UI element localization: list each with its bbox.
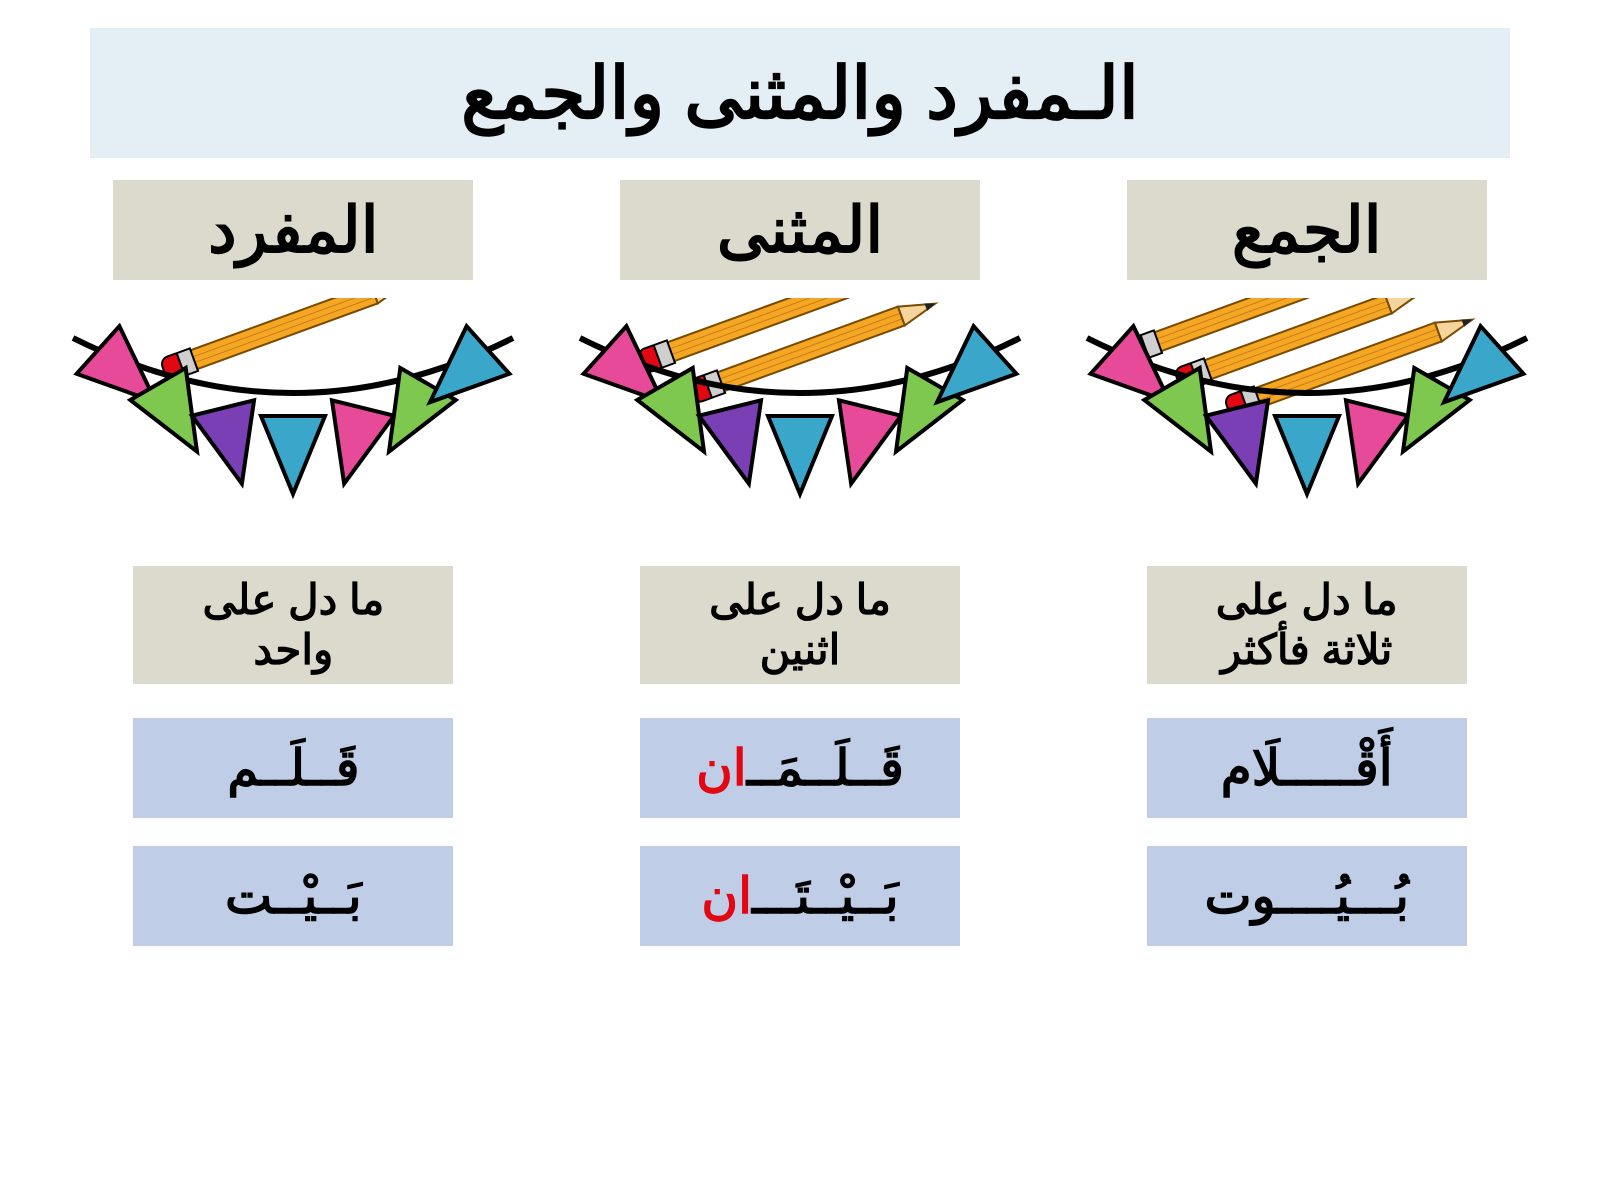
example-suffix: ان (701, 867, 752, 925)
example-base: قَــلَــم (227, 739, 359, 797)
example-base: بَــيْــت (225, 867, 362, 925)
column-plural: الجمع (1073, 180, 1540, 1160)
columns-container: المفرد ما دل على واحد (60, 180, 1540, 1160)
definition-dual: ما دل على اثنين (640, 566, 960, 684)
illustration-singular (63, 298, 523, 548)
example-base: قَــلَــمَــ (747, 739, 904, 797)
example-dual-0: قَــلَــمَــان (640, 718, 960, 818)
example-base: بَــيْــتَـــ (752, 867, 899, 925)
column-singular: المفرد ما دل على واحد (60, 180, 527, 1160)
header-dual: المثنى (620, 180, 980, 280)
example-suffix: ان (696, 739, 747, 797)
example-dual-1: بَــيْــتَـــان (640, 846, 960, 946)
example-singular-0: قَــلَــم (133, 718, 453, 818)
bunting-icon (570, 298, 1030, 548)
illustration-plural (1077, 298, 1537, 548)
column-dual: المثنى (567, 180, 1034, 1160)
page-title: الـمفرد والمثنى والجمع (90, 28, 1510, 158)
header-plural: الجمع (1127, 180, 1487, 280)
example-plural-1: بُـــيُــــوت (1147, 846, 1467, 946)
header-singular: المفرد (113, 180, 473, 280)
illustration-dual (570, 298, 1030, 548)
bunting-icon (63, 298, 523, 548)
example-singular-1: بَــيْــت (133, 846, 453, 946)
definition-singular: ما دل على واحد (133, 566, 453, 684)
definition-plural: ما دل على ثلاثة فأكثر (1147, 566, 1467, 684)
example-plural-0: أَقْـــــلَام (1147, 718, 1467, 818)
bunting-icon (1077, 298, 1537, 548)
example-base: بُـــيُــــوت (1204, 867, 1408, 925)
example-base: أَقْـــــلَام (1221, 739, 1393, 797)
